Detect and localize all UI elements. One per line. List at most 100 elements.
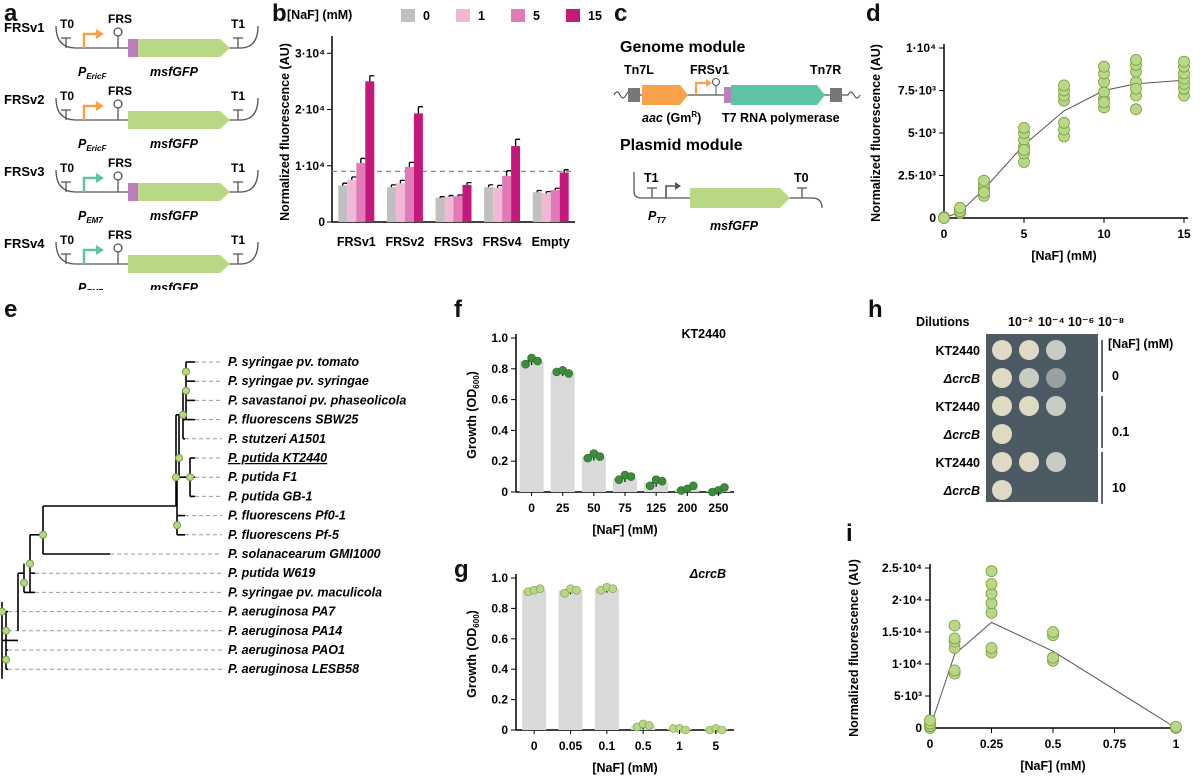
data-point xyxy=(572,585,581,595)
legend-swatch xyxy=(401,9,415,22)
data-point xyxy=(608,584,618,593)
tree-node xyxy=(0,607,6,616)
t1-terminator-icon xyxy=(233,181,243,192)
error-bar xyxy=(496,184,503,188)
data-point xyxy=(1130,54,1142,66)
gene-label: msfGFP xyxy=(150,281,199,290)
y-tick-label: 7.5·10³ xyxy=(898,84,936,98)
data-point xyxy=(717,725,727,735)
dilution-label: 10⁻⁶ xyxy=(1068,315,1094,329)
species-label: P. putida W619 xyxy=(228,566,315,580)
legend-title: [NaF] (mM) xyxy=(287,8,352,22)
tree-node xyxy=(182,367,190,376)
t1-terminator-icon xyxy=(233,253,243,264)
x-tick-label: 5 xyxy=(1021,227,1028,241)
species-label: P. stutzeri A1501 xyxy=(228,432,326,446)
panel-label-e: e xyxy=(4,296,18,323)
promoter-arrowhead-icon xyxy=(96,245,104,255)
data-point xyxy=(1047,626,1059,638)
t1-label: T1 xyxy=(231,161,245,175)
error-bar xyxy=(360,157,366,163)
x-tick-label: 0 xyxy=(927,737,934,751)
panel-a-constructs: FRSv1 T0 FRS msfGFP PEricF T1 FRSv2 T0 FRS msfGFP… xyxy=(4,12,259,290)
x-tick-label: 125 xyxy=(646,501,666,515)
data-point xyxy=(645,481,655,491)
chart-title: KT2440 xyxy=(682,327,727,341)
error-bar xyxy=(351,176,357,180)
dilution-label: 10⁻² xyxy=(1008,315,1033,329)
plasmid-backbone xyxy=(633,172,823,209)
frs-label: FRS xyxy=(108,84,132,98)
plasmid-t1-label: T1 xyxy=(644,171,659,185)
frs-riboswitch-icon xyxy=(113,243,123,253)
bar xyxy=(594,588,619,730)
bar xyxy=(404,166,414,222)
gene-arrow xyxy=(128,255,230,273)
t0-label: T0 xyxy=(60,17,74,31)
bar xyxy=(502,175,512,222)
data-point xyxy=(1018,122,1030,134)
t1-label: T1 xyxy=(231,233,245,247)
species-label: P. syringae pv. syringae xyxy=(228,374,369,388)
construct-name: FRSv1 xyxy=(4,20,44,35)
panel-f-growth-chart: 0 0.2 0.4 0.6 0.8 1.0 0 25 50 75 125 200 250 [NaF] (m… xyxy=(465,327,734,537)
promoter-arrowhead-icon xyxy=(96,173,104,183)
frs-label: FRS xyxy=(108,12,132,26)
panel-label-a: a xyxy=(4,0,18,27)
t7rnap-label: T7 RNA polymerase xyxy=(722,111,840,125)
x-tick-label: 15 xyxy=(1177,227,1191,241)
construct-frsv1: FRSv1 T0 FRS msfGFP PEricF T1 xyxy=(4,12,259,81)
promoter-label: PEM7 xyxy=(78,209,103,225)
data-point xyxy=(985,578,998,590)
naf-value-label: 10 xyxy=(1112,481,1126,495)
panel-label-b: b xyxy=(272,0,287,27)
gene-label: msfGFP xyxy=(150,137,199,151)
data-point xyxy=(938,212,950,224)
y-tick-label: 5·10³ xyxy=(908,126,936,140)
species-label: P. fluorescens Pf0-1 xyxy=(228,509,346,523)
tag-box xyxy=(128,39,138,57)
promoter-label: PEricF xyxy=(78,65,107,81)
t0-label: T0 xyxy=(60,89,74,103)
chart-title: ΔcrcB xyxy=(689,567,726,581)
x-tick-label: 0.5 xyxy=(635,739,652,753)
data-point xyxy=(1170,720,1182,733)
strain-label: KT2440 xyxy=(936,400,981,414)
promoter-arrowhead-icon xyxy=(675,182,681,190)
t0-terminator-icon xyxy=(61,253,71,264)
legend-label: 15 xyxy=(588,9,602,23)
y-tick-label: 0.2 xyxy=(491,454,508,468)
data-point xyxy=(1058,116,1070,129)
bar xyxy=(435,197,445,222)
data-point xyxy=(1098,86,1110,99)
plasmid-gene-label: msfGFP xyxy=(710,219,759,233)
data-point xyxy=(954,201,966,214)
t1-label: T1 xyxy=(231,17,245,31)
bar xyxy=(550,371,575,492)
bar xyxy=(453,196,463,222)
y-tick-label: 2.5·10³ xyxy=(898,169,936,183)
species-label: P. savastanoi pv. phaseolicola xyxy=(228,393,406,407)
frs-riboswitch-icon xyxy=(113,27,123,37)
x-tick-label: 0 xyxy=(528,501,535,515)
construct-frsv4: FRSv4 T0 FRS msfGFP PEM7 T1 xyxy=(4,228,259,290)
x-tick-label: 0.25 xyxy=(980,737,1004,751)
y-axis-title: Normalized fluorescence (AU) xyxy=(278,43,292,221)
data-point xyxy=(1130,103,1142,116)
construct-name: FRSv2 xyxy=(4,92,44,107)
y-tick-label: 1.5·10⁴ xyxy=(882,625,922,639)
gene-label: msfGFP xyxy=(150,65,199,79)
panel-g-growth-chart: 0 0.2 0.4 0.6 0.8 1.0 0 0.05 0.1 0.5 1 5 [NaF] (mM) G… xyxy=(465,567,734,775)
colony-spot xyxy=(992,396,1012,416)
x-tick-label: 1 xyxy=(676,739,683,753)
bar xyxy=(581,456,606,492)
colony-spot xyxy=(992,480,1012,500)
data-point xyxy=(985,642,998,654)
y-tick-label: 5·10³ xyxy=(894,689,922,703)
dilution-label: 10⁻⁴ xyxy=(1038,315,1065,329)
gene-label: msfGFP xyxy=(150,209,199,223)
error-bar xyxy=(399,179,405,184)
data-point xyxy=(978,174,990,187)
x-tick-label: 0 xyxy=(531,739,538,753)
y-tick-label: 0.4 xyxy=(491,662,508,676)
